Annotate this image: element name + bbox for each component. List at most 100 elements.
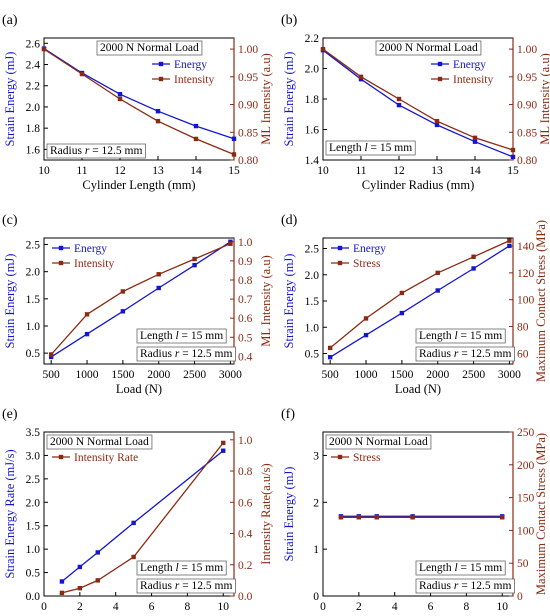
legend-label: Stress: [353, 258, 381, 270]
y-right-tick-label: 0.85: [517, 127, 537, 139]
legend-swatch-marker: [58, 260, 64, 266]
y-right-tick-label: 0: [517, 591, 523, 603]
panel-label: (d): [281, 213, 298, 228]
y-left-tick-label: 2.5: [26, 240, 41, 252]
annotation-radius-box: [415, 578, 515, 594]
data-point: [155, 118, 161, 124]
data-point: [435, 288, 440, 293]
plot-frame: [43, 37, 235, 161]
data-point: [48, 354, 54, 360]
x-axis-label: Crosshead Speed (mm/min): [69, 614, 209, 616]
y-right-tick-label: 0.6: [238, 313, 253, 325]
data-point: [510, 147, 516, 153]
y-left-tick-label: 1.0: [305, 322, 320, 334]
data-point: [77, 585, 83, 591]
data-point: [156, 285, 161, 291]
data-point: [471, 254, 476, 259]
legend-label: Stress: [353, 452, 381, 464]
y-right-tick-label: 100: [517, 295, 535, 307]
y-right-tick-label: 0.8: [238, 466, 253, 478]
y-right-axis-label: ML Intensity (a.u): [259, 255, 273, 347]
legend-label: Intensity: [453, 74, 493, 86]
data-point: [399, 290, 405, 296]
data-point: [95, 550, 100, 555]
y-right-tick-label: 1.0: [238, 237, 253, 249]
data-point: [396, 96, 402, 102]
data-point: [358, 74, 364, 80]
y-right-tick-label: 0.85: [238, 127, 258, 139]
legend-swatch-marker: [158, 61, 164, 67]
legend-label: Intensity Rate: [74, 452, 138, 464]
y-left-axis-label: Strain Energy (mJ): [282, 52, 296, 147]
data-point: [410, 515, 415, 520]
data-point: [396, 102, 402, 108]
y-right-tick-label: 80: [517, 321, 529, 333]
series-line-intensity: [43, 48, 235, 156]
data-point: [471, 266, 476, 271]
x-tick-label: 4: [392, 601, 398, 613]
x-tick-label: 0: [320, 601, 326, 613]
y-right-tick-label: 0.6: [238, 497, 253, 509]
x-tick-label: 12: [393, 165, 405, 177]
y-right-tick-label: 1.00: [238, 44, 258, 56]
y-left-tick-label: 0: [313, 591, 319, 603]
panel-d: 500 1000 1500 2000 2500 3000 0.5 1.0 1.5 2.0 2.5 60…: [281, 213, 548, 396]
x-tick-label: 500: [322, 369, 340, 381]
x-axis-label: Load (N): [395, 382, 441, 396]
data-point: [228, 241, 233, 246]
x-tick-label: 2500: [183, 369, 206, 381]
x-tick-label: 1500: [390, 369, 413, 381]
series-line-intensity: [322, 48, 514, 151]
x-tick-label: 10: [38, 165, 50, 177]
annotation-load-box: [375, 40, 482, 56]
legend-swatch-marker: [337, 454, 343, 460]
annotation-length: Length l = 15 mm: [329, 142, 412, 154]
y-left-tick-label: 1.6: [305, 125, 320, 137]
data-point: [117, 96, 123, 102]
series-line-energy: [43, 48, 235, 140]
data-point: [510, 154, 516, 160]
series-line-energy: [50, 241, 231, 358]
y-left-tick-label: 1.8: [305, 94, 320, 106]
y-right-tick-label: 0.7: [238, 294, 253, 306]
annotation-radius-box: [136, 578, 236, 594]
annotation-radius: Radius r = 12.5 mm: [140, 580, 232, 592]
y-left-axis-label: Strain Energy (mJ): [3, 254, 17, 349]
y-left-tick-label: 2: [313, 497, 319, 509]
y-left-tick-label: 1.5: [26, 294, 41, 306]
x-tick-label: 11: [355, 165, 366, 177]
y-left-tick-label: 2.2: [305, 33, 320, 45]
y-left-tick-label: 1: [313, 544, 319, 556]
x-tick-label: 10: [217, 601, 229, 613]
x-tick-label: 3000: [498, 369, 521, 381]
x-tick-label: 8: [464, 601, 470, 613]
data-point: [358, 76, 364, 82]
data-point: [155, 109, 161, 114]
x-tick-label: 0: [41, 601, 47, 613]
data-point: [84, 331, 90, 337]
y-right-tick-label: 0.90: [238, 100, 258, 112]
y-left-tick-label: 1.6: [26, 144, 41, 156]
x-tick-label: 15: [228, 165, 240, 177]
data-point: [374, 515, 379, 520]
y-right-tick-label: 0.80: [238, 155, 258, 167]
annotation-length: Length l = 15 mm: [419, 330, 502, 342]
y-left-tick-label: 0.5: [26, 348, 41, 360]
y-left-tick-label: 0.5: [26, 568, 41, 580]
x-tick-label: 14: [190, 165, 202, 177]
annotation-length-box: [415, 560, 506, 576]
x-axis-label: Crosshead Speed (mm/min): [348, 614, 488, 616]
data-point: [434, 122, 440, 128]
annotation-load: 2000 N Normal Load: [329, 436, 428, 448]
annotation-length-box: [136, 560, 227, 576]
panel-e: 0 2 4 6 8 10 0.0 0.5 1.0 1.5 2.0 2.5 3.0 3.5 0.0 0.2 0.4…: [2, 407, 273, 616]
y-right-tick-label: 1.00: [517, 44, 537, 56]
y-right-tick-label: 0.95: [238, 72, 258, 84]
annotation-length-box: [325, 140, 416, 156]
plot-frame: [322, 237, 514, 365]
y-right-tick-label: 0.8: [238, 275, 253, 287]
data-point: [338, 515, 344, 520]
x-tick-label: 1000: [76, 369, 99, 381]
y-left-tick-label: 2.6: [26, 38, 41, 50]
